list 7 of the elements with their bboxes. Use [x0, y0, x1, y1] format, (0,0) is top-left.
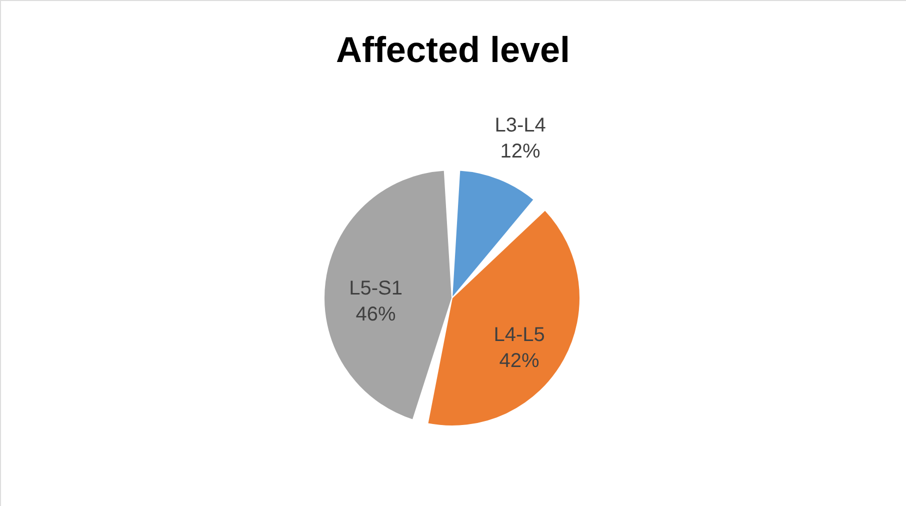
data-label: 12%: [500, 140, 541, 162]
slice-label: L3-L4: [494, 114, 546, 136]
slice-label: L4-L5: [494, 324, 545, 346]
chart-title: Affected level: [336, 29, 570, 70]
data-label: 46%: [356, 303, 396, 326]
data-label: 42%: [499, 350, 540, 372]
slice-label: L5-S1: [349, 277, 402, 300]
